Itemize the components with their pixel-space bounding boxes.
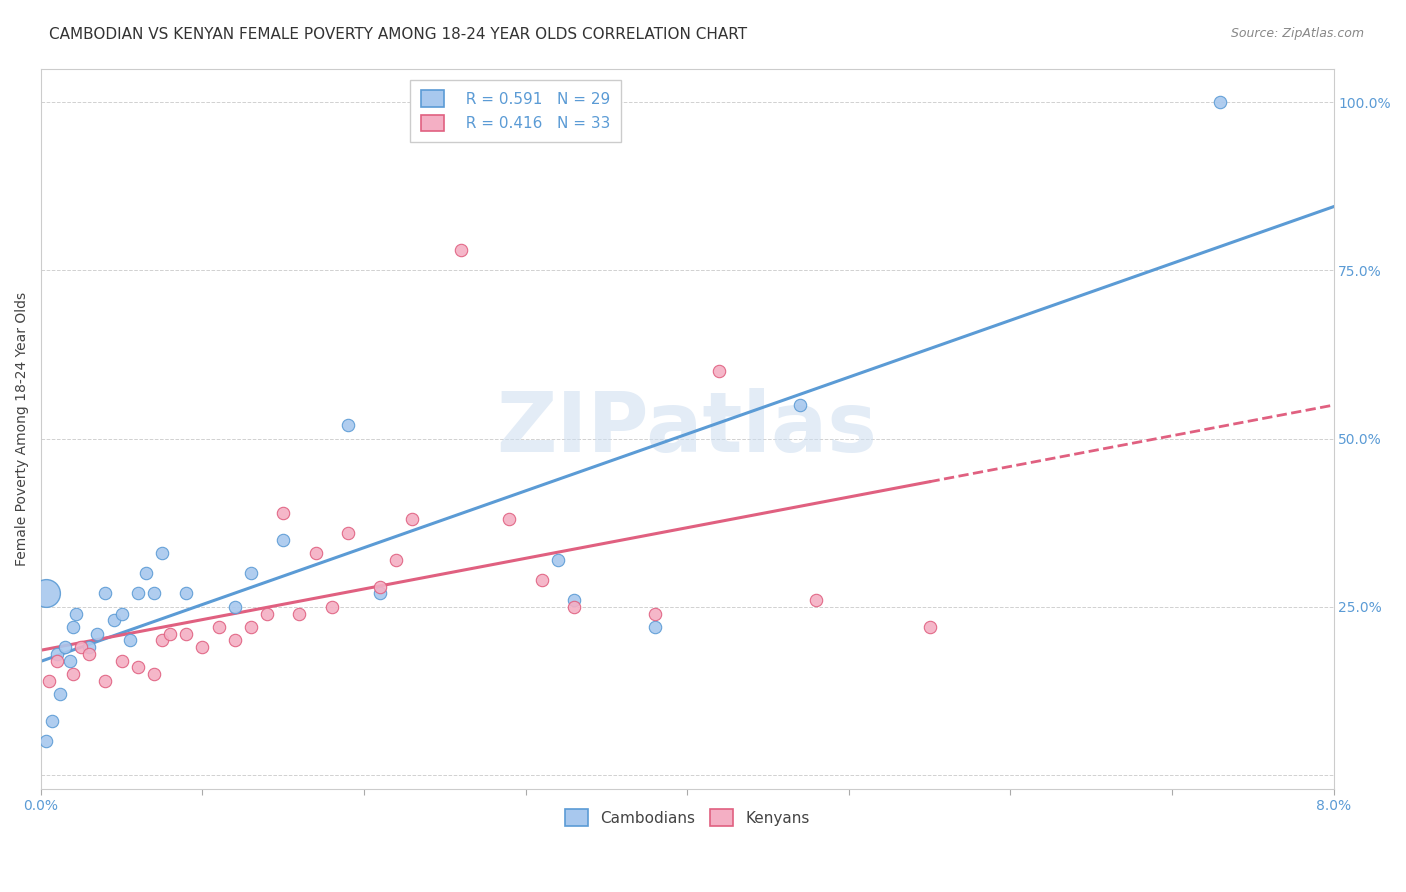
Point [46,654,69,668]
Point [135,566,157,581]
Point [498,512,520,526]
Point [94,586,117,600]
Point [288,607,311,621]
Point [207,620,229,634]
Point [271,533,294,547]
Point [385,553,408,567]
Point [174,626,197,640]
Point [336,418,359,433]
Point [1209,95,1232,110]
Point [644,620,666,634]
Point [709,364,731,378]
Point [94,673,117,688]
Point [547,553,569,567]
Point [46,647,69,661]
Text: CAMBODIAN VS KENYAN FEMALE POVERTY AMONG 18-24 YEAR OLDS CORRELATION CHART: CAMBODIAN VS KENYAN FEMALE POVERTY AMONG… [49,27,748,42]
Point [644,607,666,621]
Point [336,525,359,540]
Point [34,734,56,748]
Point [562,593,585,607]
Point [224,633,246,648]
Point [70,640,93,655]
Legend: Cambodians, Kenyans: Cambodians, Kenyans [555,800,818,835]
Point [806,593,828,607]
Point [562,599,585,614]
Point [127,586,149,600]
Point [304,546,326,560]
Point [159,626,181,640]
Point [321,599,343,614]
Point [53,640,76,655]
Point [79,647,101,661]
Point [86,626,108,640]
Point [62,667,84,681]
Point [239,566,262,581]
Point [34,586,56,600]
Point [256,607,278,621]
Point [118,633,141,648]
Point [110,654,132,668]
Point [368,586,391,600]
Point [224,599,246,614]
Point [530,573,553,587]
Point [150,546,173,560]
Point [49,687,72,701]
Point [174,586,197,600]
Point [271,506,294,520]
Point [62,620,84,634]
Point [789,398,811,412]
Point [127,660,149,674]
Point [79,640,101,655]
Point [368,580,391,594]
Point [41,714,63,729]
Point [150,633,173,648]
Point [103,613,125,627]
Point [401,512,423,526]
Text: Source: ZipAtlas.com: Source: ZipAtlas.com [1230,27,1364,40]
Point [450,243,472,257]
Point [918,620,941,634]
Point [239,620,262,634]
Point [142,667,165,681]
Point [142,586,165,600]
Y-axis label: Female Poverty Among 18-24 Year Olds: Female Poverty Among 18-24 Year Olds [15,292,30,566]
Point [38,673,60,688]
Text: ZIPatlas: ZIPatlas [496,388,877,469]
Point [110,607,132,621]
Point [59,654,82,668]
Point [191,640,214,655]
Point [65,607,87,621]
